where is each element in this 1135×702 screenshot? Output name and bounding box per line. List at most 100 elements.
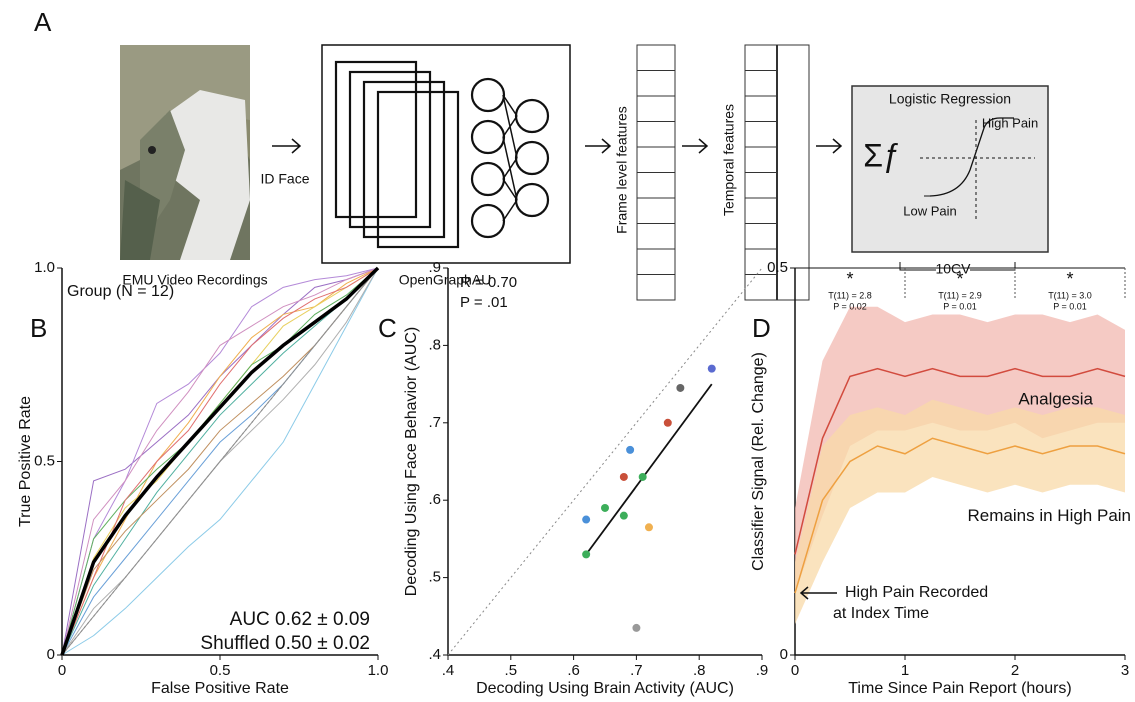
- label: Frame level features: [614, 106, 630, 234]
- label: ID Face: [260, 171, 309, 187]
- caption: EMU Video Recordings: [122, 272, 267, 288]
- y-tick-label: .8: [428, 336, 441, 353]
- stat: P = .01: [460, 294, 508, 311]
- point: [663, 418, 672, 427]
- stat: P = 0.01: [1053, 301, 1087, 311]
- x-tick-label: 1.0: [368, 662, 389, 679]
- label: 10CV: [935, 261, 971, 277]
- x-axis-label: Decoding Using Brain Activity (AUC): [476, 680, 734, 697]
- x-tick-label: .5: [505, 662, 518, 679]
- y-tick-label: .4: [428, 646, 441, 663]
- y-tick-label: .7: [428, 414, 441, 431]
- y-tick-label: 0.5: [767, 259, 788, 276]
- chart-title: Group (N = 12): [67, 283, 174, 300]
- y-axis-label: True Positive Rate: [17, 396, 34, 527]
- x-tick-label: .4: [442, 662, 455, 679]
- x-tick-label: 1: [901, 662, 909, 679]
- x-tick-label: 0: [791, 662, 799, 679]
- arrow: [816, 138, 843, 154]
- annotation: at Index Time: [833, 605, 929, 622]
- point: [582, 550, 591, 559]
- band: [795, 399, 1125, 625]
- arrow: [585, 138, 612, 154]
- panel-letter: A: [34, 7, 52, 37]
- stat: R = 0.70: [460, 274, 517, 291]
- significance: *: [1066, 269, 1073, 289]
- line: [61, 267, 379, 656]
- line: [61, 267, 379, 656]
- y-tick-label: 0: [47, 646, 55, 663]
- classifier-box: [851, 85, 1049, 253]
- y-tick-label: .5: [428, 569, 441, 586]
- point: [619, 472, 628, 481]
- x-tick-label: 2: [1011, 662, 1019, 679]
- panel: D 0 1 2 3 0 0.5 Time Since Pain Report (hours) C…: [750, 259, 1131, 697]
- point: [601, 503, 609, 512]
- y-tick-label: .6: [428, 491, 441, 508]
- line: [61, 267, 379, 656]
- point: [676, 383, 685, 392]
- annotation: AUC 0.62 ± 0.09: [230, 609, 370, 630]
- stat: T(11) = 2.9: [938, 290, 982, 300]
- line: [61, 267, 379, 656]
- point: [638, 472, 647, 481]
- x-tick-label: 3: [1121, 662, 1129, 679]
- line: [61, 267, 379, 656]
- axis: [447, 268, 762, 656]
- arrow: [682, 138, 709, 154]
- line: [794, 437, 1126, 594]
- stat: P = 0.01: [943, 301, 977, 311]
- arrow: [799, 586, 837, 600]
- panel-letter: D: [752, 313, 771, 343]
- point: [632, 623, 641, 632]
- point: [582, 515, 591, 524]
- line: [61, 267, 379, 656]
- x-tick-label: 0: [58, 662, 66, 679]
- annotation: High Pain Recorded: [845, 584, 988, 601]
- x-tick-label: 0.5: [210, 662, 231, 679]
- annotation: Shuffled 0.50 ± 0.02: [200, 633, 370, 654]
- video-frame: [120, 45, 250, 260]
- y-tick-label: 0: [780, 646, 788, 663]
- label: Temporal features: [721, 104, 737, 216]
- stat: T(11) = 2.8: [828, 290, 872, 300]
- x-tick-label: .7: [630, 662, 643, 679]
- arrow: [272, 138, 302, 154]
- y-tick-label: 1.0: [34, 259, 55, 276]
- significance: *: [846, 269, 853, 289]
- point: [626, 445, 635, 454]
- caption: OpenGraphAU: [399, 272, 492, 288]
- x-tick-label: .9: [756, 662, 769, 679]
- panel-letter: C: [378, 313, 397, 343]
- identity-line: [447, 267, 763, 656]
- series-label: Remains in High Pain: [968, 506, 1131, 525]
- panel: B 0 0.5 1.0 0 0.5 1.0 False Positive Rate True P…: [17, 259, 388, 697]
- y-axis-label: Decoding Using Face Behavior (AUC): [403, 327, 420, 596]
- point: [644, 523, 653, 532]
- y-tick-label: 0.5: [34, 452, 55, 469]
- significance: *: [956, 269, 963, 289]
- y-tick-label: .9: [428, 259, 441, 276]
- panel-letter: B: [30, 313, 47, 343]
- x-axis-label: Time Since Pain Report (hours): [848, 680, 1072, 697]
- band: [795, 306, 1125, 594]
- line: [60, 266, 380, 656]
- point: [707, 364, 716, 373]
- feature-column: [744, 44, 810, 301]
- x-tick-label: .8: [693, 662, 706, 679]
- point: [619, 511, 628, 520]
- stat: T(11) = 3.0: [1048, 290, 1092, 300]
- label: Logistic Regression: [889, 91, 1011, 107]
- line: [794, 367, 1126, 555]
- label: Σƒ: [863, 137, 901, 173]
- x-axis-label: False Positive Rate: [151, 680, 289, 697]
- line: [61, 267, 379, 656]
- feature-column: [636, 44, 676, 301]
- fit-line: [585, 383, 713, 555]
- label: Low Pain: [903, 203, 956, 218]
- y-axis-label: Classifier Signal (Rel. Change): [750, 352, 767, 571]
- panel: C .4 .5 .6 .7 .8 .9 .4 .5 .6 .7 .8 .9 Decoding Using …: [378, 259, 768, 697]
- sigmoid: [920, 117, 1035, 220]
